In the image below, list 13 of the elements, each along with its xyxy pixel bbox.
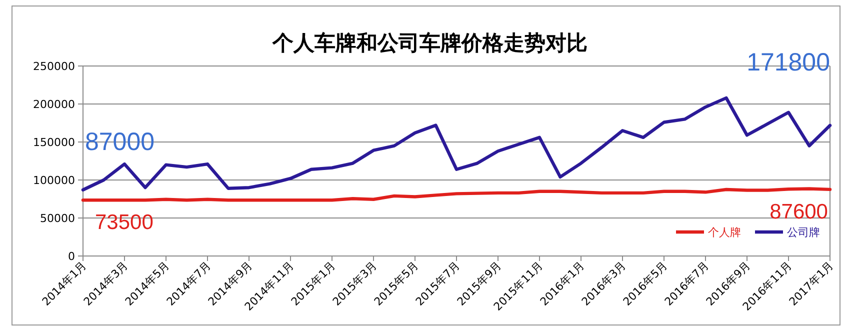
line-series	[81, 187, 832, 202]
y-tick-label: 150000	[33, 136, 75, 149]
legend-label: 个人牌	[708, 226, 741, 239]
line-series	[81, 96, 832, 192]
chart-title: 个人车牌和公司车牌价格走势对比	[272, 31, 588, 55]
legend-label: 公司牌	[787, 226, 820, 239]
annotation: 87600	[770, 200, 828, 224]
y-tick-label: 250000	[33, 60, 75, 73]
y-tick-label: 0	[68, 250, 75, 263]
y-tick-label: 50000	[40, 212, 75, 225]
y-tick-label: 200000	[33, 98, 75, 111]
annotation: 73500	[95, 211, 154, 234]
y-tick-label: 100000	[33, 174, 75, 187]
